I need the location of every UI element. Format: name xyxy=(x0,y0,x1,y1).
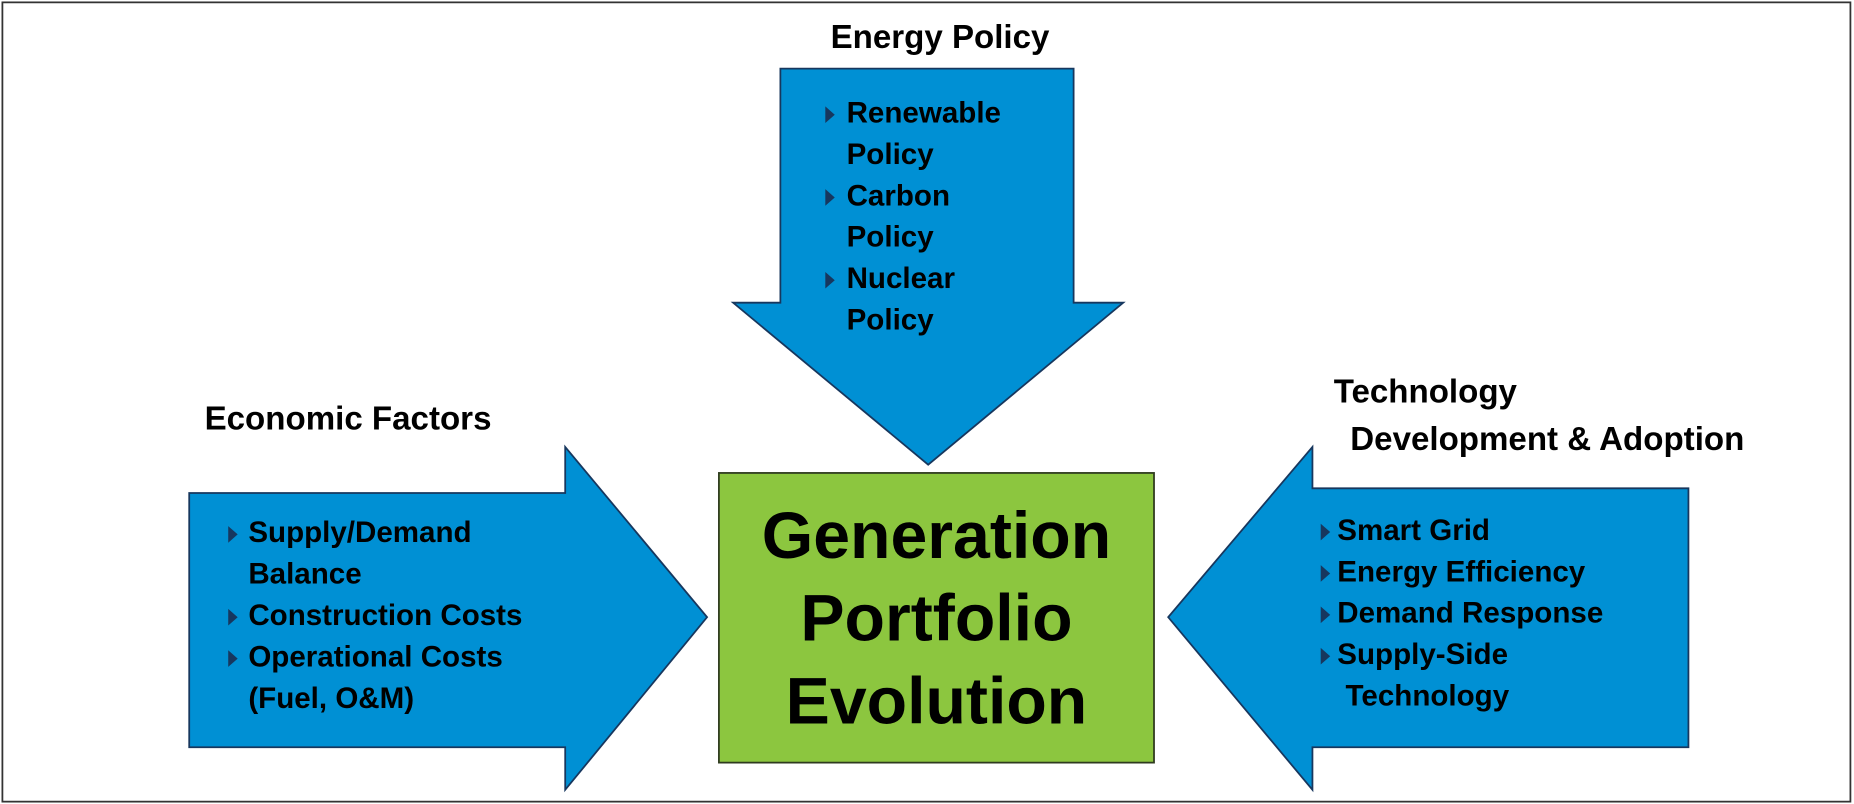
item-text: Operational Costs xyxy=(248,640,502,673)
item-text: Smart Grid xyxy=(1337,514,1490,547)
center-box xyxy=(718,472,1155,764)
item-text: Supply/Demand xyxy=(248,516,471,549)
item-text: Balance xyxy=(248,558,361,591)
item-text: (Fuel, O&M) xyxy=(248,682,414,715)
bullet xyxy=(1320,606,1331,624)
bullet xyxy=(228,608,238,626)
bullet xyxy=(1320,647,1331,665)
item-text: Policy xyxy=(847,138,935,171)
item-text: Technology xyxy=(1346,679,1510,712)
policy-arrow xyxy=(730,67,1126,466)
economic-arrow xyxy=(188,444,709,793)
bullet xyxy=(825,189,835,206)
bullet xyxy=(1320,565,1331,582)
arrow-title: Economic Factors xyxy=(205,401,492,438)
bullet xyxy=(228,650,238,667)
bullet xyxy=(825,271,835,289)
arrow-title: Energy Policy xyxy=(831,19,1050,56)
item-text: Policy xyxy=(847,303,935,336)
center-line: Portfolio xyxy=(800,582,1072,656)
item-text: Energy Efficiency xyxy=(1337,555,1586,588)
item-text: Carbon xyxy=(847,179,950,212)
arrow-title: Technology xyxy=(1334,373,1518,410)
item-text: Renewable xyxy=(847,97,1001,130)
item-text: Demand Response xyxy=(1337,597,1603,630)
item-text: Policy xyxy=(847,221,935,254)
item-text: Supply-Side xyxy=(1337,638,1508,671)
bullet xyxy=(228,526,238,543)
center-line: Evolution xyxy=(786,664,1088,738)
labels: Generation Portfolio Evolution Energy Polic… xyxy=(205,19,1745,739)
center-line: Generation xyxy=(762,499,1111,573)
technology-arrow xyxy=(1167,444,1690,793)
arrow-title: Development & Adoption xyxy=(1350,421,1744,458)
item-text: Nuclear xyxy=(847,262,956,295)
bullet xyxy=(825,106,835,123)
bullet xyxy=(1320,523,1331,541)
item-text: Construction Costs xyxy=(248,599,522,632)
